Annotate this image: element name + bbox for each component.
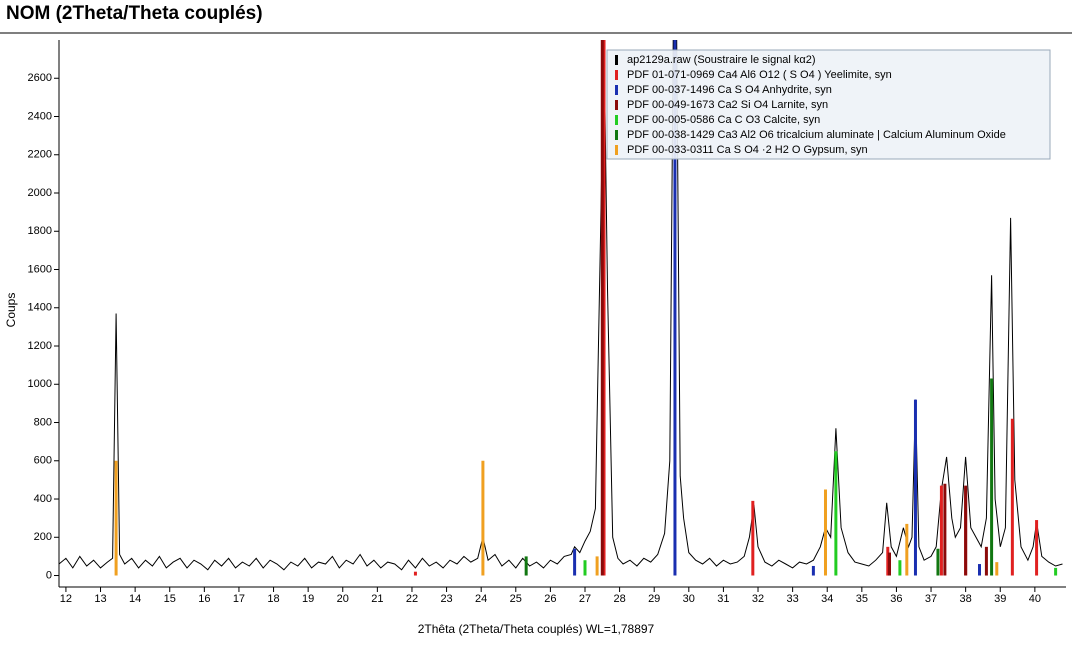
y-tick-label: 1200	[28, 340, 52, 352]
legend-swatch	[615, 100, 618, 110]
y-tick-label: 1800	[28, 225, 52, 237]
y-tick-label: 800	[34, 416, 52, 428]
legend-label: PDF 00-005-0586 Ca C O3 Calcite, syn	[627, 114, 820, 126]
x-tick-label: 38	[960, 593, 972, 605]
legend-label: PDF 00-037-1496 Ca S O4 Anhydrite, syn	[627, 84, 832, 96]
x-tick-label: 19	[302, 593, 314, 605]
legend-swatch	[615, 115, 618, 125]
x-tick-label: 40	[1029, 593, 1041, 605]
x-tick-label: 25	[510, 593, 522, 605]
legend-label: PDF 01-071-0969 Ca4 Al6 O12 ( S O4 ) Yee…	[627, 69, 892, 81]
y-tick-label: 400	[34, 493, 52, 505]
x-tick-label: 39	[994, 593, 1006, 605]
x-tick-label: 35	[856, 593, 868, 605]
x-tick-label: 29	[648, 593, 660, 605]
y-tick-label: 2400	[28, 110, 52, 122]
x-tick-label: 20	[337, 593, 349, 605]
y-tick-label: 0	[46, 569, 52, 581]
legend-label: PDF 00-033-0311 Ca S O4 ·2 H2 O Gypsum, …	[627, 144, 868, 156]
pattern-line	[59, 40, 1063, 571]
y-tick-label: 600	[34, 455, 52, 467]
x-tick-label: 22	[406, 593, 418, 605]
y-tick-label: 2000	[28, 187, 52, 199]
legend-swatch	[615, 55, 618, 65]
x-tick-label: 32	[752, 593, 764, 605]
x-tick-label: 15	[164, 593, 176, 605]
x-tick-label: 21	[371, 593, 383, 605]
x-tick-label: 28	[613, 593, 625, 605]
x-tick-label: 33	[786, 593, 798, 605]
x-tick-label: 12	[60, 593, 72, 605]
legend-swatch	[615, 70, 618, 80]
y-tick-label: 2600	[28, 72, 52, 84]
x-tick-label: 18	[267, 593, 279, 605]
x-tick-label: 17	[233, 593, 245, 605]
legend-swatch	[615, 145, 618, 155]
legend-box	[606, 49, 1051, 160]
legend-label: ap2129a.raw (Soustraire le signal kα2)	[627, 54, 816, 66]
x-tick-label: 34	[821, 593, 833, 605]
x-tick-label: 26	[544, 593, 556, 605]
y-tick-label: 1600	[28, 263, 52, 275]
x-axis-label: 2Thêta (2Theta/Theta couplés) WL=1,78897	[418, 622, 655, 636]
x-tick-label: 13	[94, 593, 106, 605]
legend-label: PDF 00-049-1673 Ca2 Si O4 Larnite, syn	[627, 99, 828, 111]
x-tick-label: 16	[198, 593, 210, 605]
y-tick-label: 1000	[28, 378, 52, 390]
legend-label: PDF 00-038-1429 Ca3 Al2 O6 tricalcium al…	[627, 129, 1006, 141]
legend-swatch	[615, 85, 618, 95]
y-tick-label: 1400	[28, 302, 52, 314]
legend-swatch	[615, 130, 618, 140]
x-tick-label: 24	[475, 593, 487, 605]
x-tick-label: 27	[579, 593, 591, 605]
x-tick-label: 23	[440, 593, 452, 605]
y-axis-label: Coups	[4, 293, 18, 328]
x-tick-label: 31	[717, 593, 729, 605]
x-tick-label: 30	[683, 593, 695, 605]
x-tick-label: 36	[890, 593, 902, 605]
chart-title: NOM (2Theta/Theta couplés)	[6, 3, 263, 24]
x-tick-label: 37	[925, 593, 937, 605]
y-tick-label: 200	[34, 531, 52, 543]
x-tick-label: 14	[129, 593, 141, 605]
y-tick-label: 2200	[28, 149, 52, 161]
